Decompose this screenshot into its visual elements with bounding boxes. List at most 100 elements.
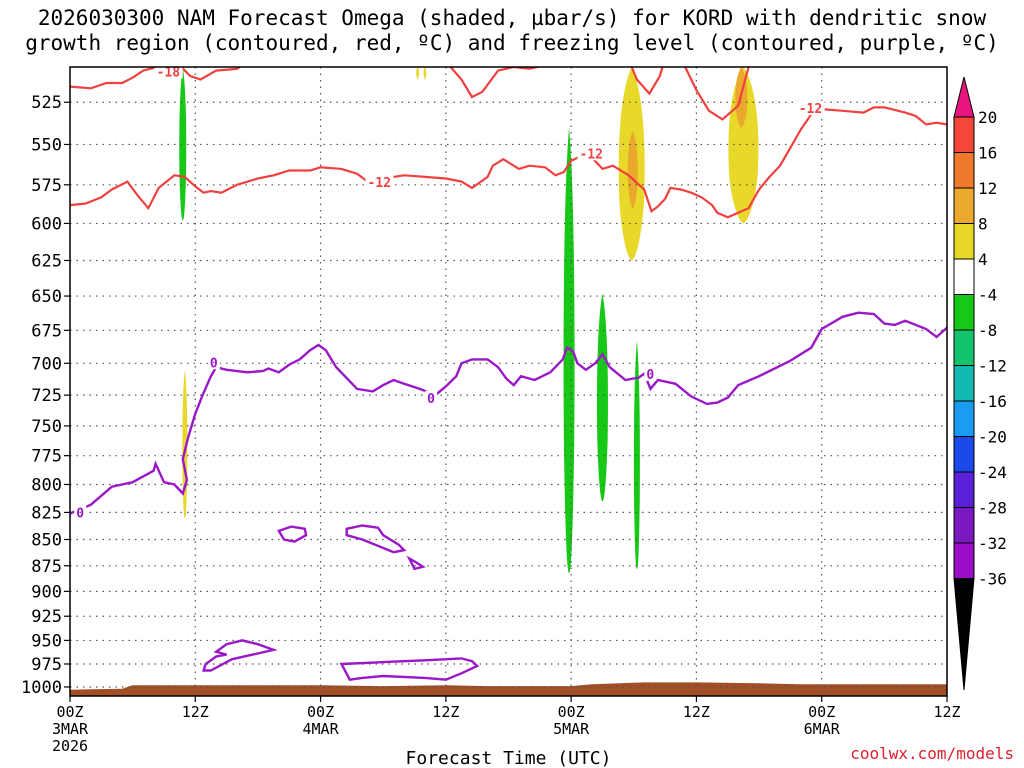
contour-label-bg-2 [577,146,606,161]
x-axis-title: Forecast Time (UTC) [406,748,612,768]
y-tick-label-775: 775 [31,447,62,467]
colorbar-segment-0 [953,116,975,153]
contour-label-4: 0 [76,507,84,522]
grid-lines [70,67,947,696]
omega-area-0 [179,67,187,221]
x-tick-label-48-1: 5MAR [553,720,590,738]
colorbar-segment-7 [953,365,975,402]
plot-frame [69,66,948,697]
contour-label-5: 0 [210,356,218,371]
y-tick-label-575: 575 [31,176,62,196]
y-tick-label-750: 750 [31,417,62,437]
colorbar-label-7: -12 [978,357,1007,376]
colorbar-label-0: 20 [978,108,997,127]
omega-area-4 [633,340,640,569]
colorbar-segment-5 [953,294,975,331]
chart-title-line-1: 2026030300 NAM Forecast Omega (shaded, µ… [37,6,987,30]
plot-area: -18 -12 -12 -12 0 0 0 0 [70,58,947,696]
x-tick-label-0-0: 00Z [56,703,83,721]
colorbar-label-8: -16 [978,392,1007,411]
colorbar-segment-2 [953,187,975,224]
chart-title-line-2: growth region (contoured, red, ºC) and f… [25,31,999,55]
colorbar-label-12: -32 [978,534,1007,553]
colorbar-segment-9 [953,436,975,473]
x-tick-label-36-0: 12Z [432,703,459,721]
x-tick-label-24-0: 00Z [307,703,334,721]
y-tick-label-650: 650 [31,287,62,307]
x-tick-label-72-1: 6MAR [804,720,841,738]
x-tick-label-0-2: 2026 [52,737,88,755]
contour-label-bg-3 [796,101,825,116]
y-tick-label-800: 800 [31,475,62,495]
y-tick-label-600: 600 [31,214,62,234]
y-tick-label-1000: 1000 [21,678,62,698]
terrain-fill [70,682,947,696]
contour-label-bg-4 [74,505,87,520]
dgz-top-right-contour [279,58,446,65]
colorbar-label-4: 4 [978,250,988,269]
dgz-upper-right-contour [179,67,242,81]
freezing-level-contour [70,311,947,515]
x-tick-label-12-0: 12Z [182,703,209,721]
y-tick-label-925: 925 [31,607,62,627]
colorbar-segment-4 [953,258,975,295]
freezing-pocket-contour-1 [345,524,407,554]
colorbar-label-11: -28 [978,499,1007,518]
y-tick-label-975: 975 [31,655,62,675]
credit-text: coolwx.com/models [850,744,1014,763]
colorbar-label-13: -36 [978,570,1007,589]
colorbar-segment-3 [953,223,975,260]
colorbar: 20 16 12 8 4 -4 -8 -12 -16 -20 -24 -28 -32 -36 [953,76,1007,691]
colorbar-label-1: 16 [978,144,997,163]
dgz-upper-contour [70,67,162,90]
contour-label-bg-1 [365,175,394,190]
colorbar-label-6: -8 [978,321,997,340]
colorbar-segment-1 [953,152,975,189]
y-tick-label-550: 550 [31,135,62,155]
dgz-right-contour [630,67,751,121]
y-tick-label-950: 950 [31,631,62,651]
y-tick-label-900: 900 [31,582,62,602]
omega-area-3 [596,293,608,502]
contour-label-bg-6 [425,390,438,405]
contour-label-6: 0 [427,392,435,407]
colorbar-segment-10 [953,471,975,508]
omega-area-10 [423,67,427,80]
colorbar-segment-8 [953,400,975,437]
contour-label-bg-7 [644,366,657,381]
dgz-lower-contour [70,106,947,219]
y-tick-label-875: 875 [31,557,62,577]
contour-label-bg-0 [154,67,183,79]
freezing-pocket-contour-2 [406,555,426,571]
colorbar-label-3: 8 [978,215,988,234]
x-tick-label-84-0: 12Z [933,703,960,721]
contour-label-3: -12 [799,102,822,117]
colorbar-segment-12 [953,542,975,579]
dgz-mid-contour [449,67,543,99]
freezing-pocket-contour-3 [201,639,278,672]
x-tick-label-72-0: 00Z [808,703,835,721]
freezing-pocket-contour-4 [339,657,480,682]
freezing-pocket-contour-0 [277,525,308,543]
y-tick-label-700: 700 [31,354,62,374]
y-tick-label-625: 625 [31,251,62,271]
x-tick-label-60-0: 12Z [683,703,710,721]
contour-label-7: 0 [646,368,654,383]
y-tick-label-850: 850 [31,530,62,550]
contour-label-bg-5 [207,355,220,370]
x-tick-label-24-1: 4MAR [303,720,340,738]
colorbar-bottom-triangle [953,578,975,691]
colorbar-label-10: -24 [978,463,1007,482]
x-tick-label-48-0: 00Z [558,703,585,721]
omega-area-6 [627,131,638,209]
omega-area-9 [416,67,420,80]
contour-label-2: -12 [579,147,602,162]
colorbar-label-5: -4 [978,286,997,305]
colorbar-label-9: -20 [978,428,1007,447]
colorbar-segment-11 [953,507,975,544]
omega-area-2 [563,127,575,574]
contour-label-1: -12 [368,176,391,191]
y-tick-label-725: 725 [31,386,62,406]
y-tick-label-825: 825 [31,503,62,523]
